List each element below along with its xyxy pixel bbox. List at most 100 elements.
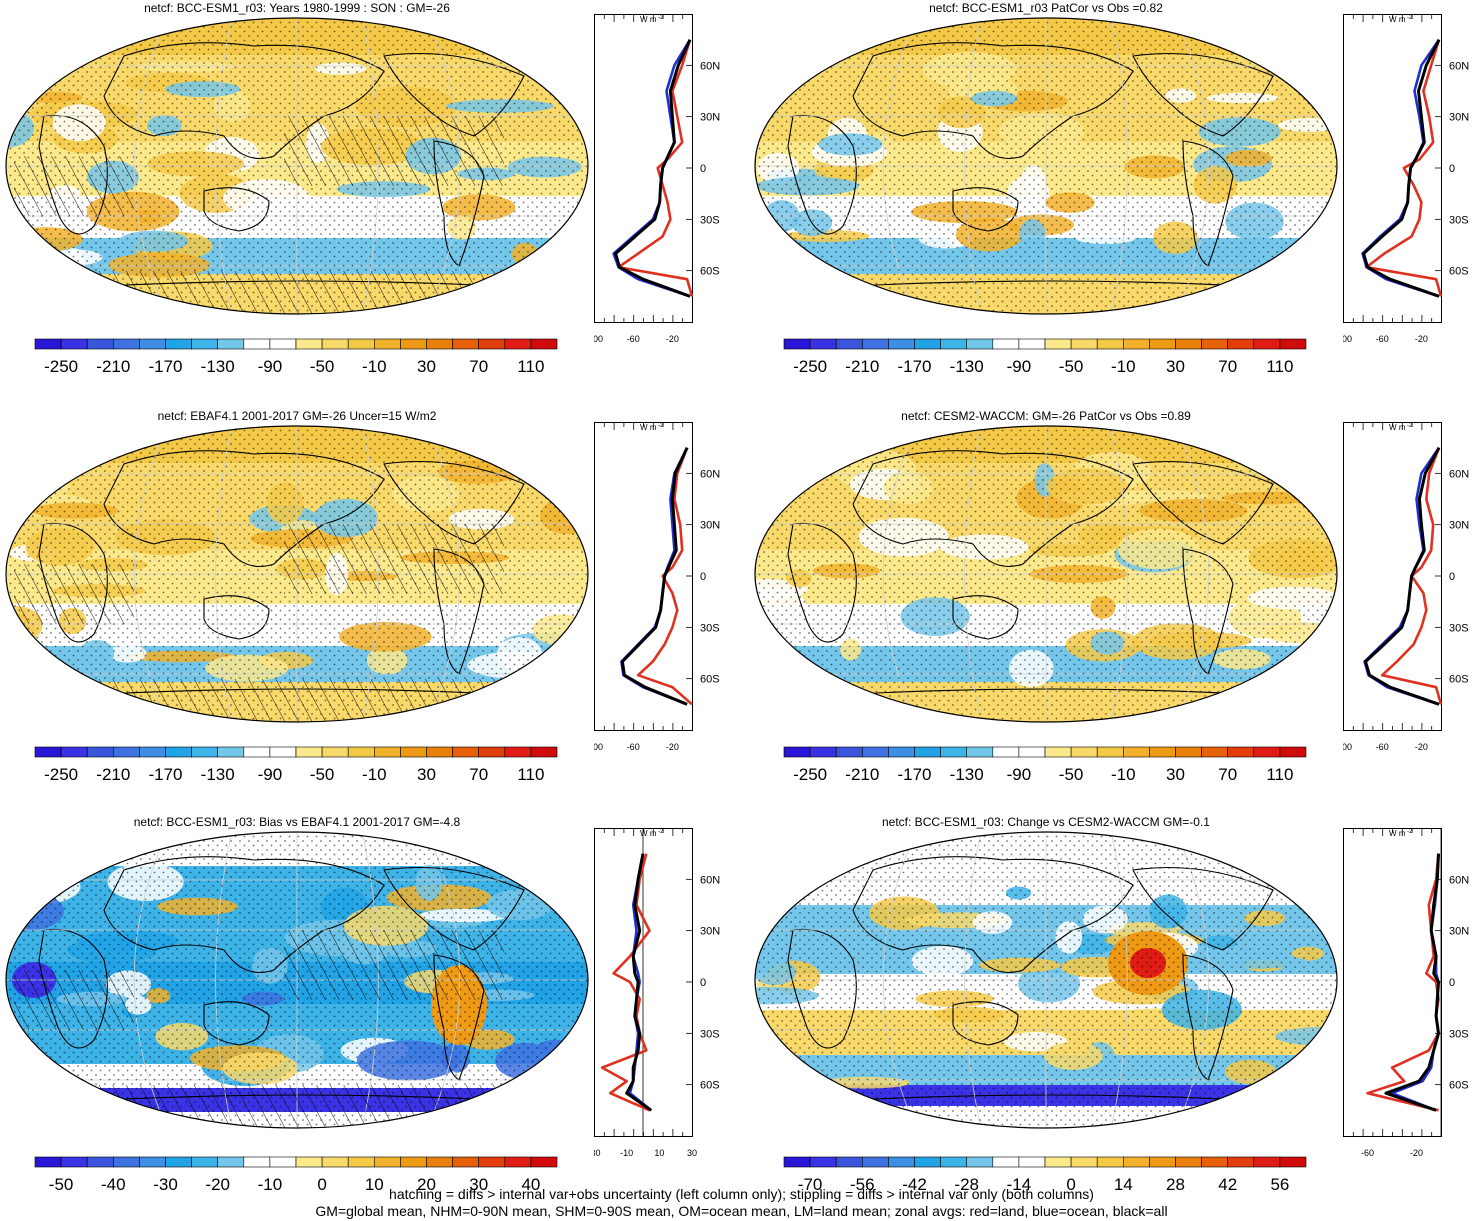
colorbar-label: 0 <box>317 1175 326 1194</box>
colorbar-label: -210 <box>845 357 879 376</box>
footer-line-2: GM=global mean, NHM=0-90N mean, SHM=0-90… <box>315 1203 1168 1219</box>
colorbar: -250-210-170-130-90-50-103070110150 <box>34 338 558 376</box>
lat-tick-label: 60S <box>1449 674 1469 686</box>
colorbar-swatch <box>1279 746 1307 758</box>
colorbar-swatch <box>862 746 889 758</box>
units-label: W m <box>1389 423 1406 432</box>
zonal-series-all <box>1384 853 1440 1112</box>
colorbar-label: -10 <box>362 765 387 784</box>
colorbar-label: -250 <box>793 357 827 376</box>
colorbar-swatch <box>478 746 506 758</box>
colorbar-swatch <box>1149 1156 1176 1168</box>
colorbar-label: -50 <box>1059 357 1084 376</box>
colorbar-swatch <box>809 746 837 758</box>
lat-tick-label: 30N <box>700 112 720 124</box>
colorbar-swatch <box>452 1156 480 1168</box>
colorbar-swatch <box>1070 1156 1098 1168</box>
colorbar-label: 42 <box>1218 1175 1237 1194</box>
lat-tick-label: 60S <box>700 674 720 686</box>
units-superscript: -2 <box>658 423 664 429</box>
colorbar-label: -14 <box>1007 1175 1032 1194</box>
colorbar-swatch <box>783 338 811 350</box>
colorbar: -70-56-42-28-1401428425670 <box>783 1156 1307 1194</box>
colorbar-label: -170 <box>148 357 182 376</box>
colorbar-swatch <box>426 1156 453 1168</box>
colorbar-swatch <box>504 338 532 350</box>
colorbar-swatch <box>86 746 114 758</box>
colorbar-swatch <box>60 746 88 758</box>
colorbar-label: -170 <box>148 765 182 784</box>
colorbar-swatch <box>530 338 558 350</box>
footer-line-1: hatching = diffs > internal var+obs unce… <box>389 1186 1094 1202</box>
colorbar-swatch <box>504 1156 532 1168</box>
colorbar-label: -250 <box>44 357 78 376</box>
lat-tick-label: 30N <box>1449 112 1469 124</box>
lat-tick-label: 60N <box>1449 60 1469 72</box>
colorbar-swatch <box>1018 746 1046 758</box>
colorbar-swatch <box>165 338 192 350</box>
colorbar: -50-40-30-20-1001020304050 <box>34 1156 558 1194</box>
x-tick-label: -60 <box>627 742 640 752</box>
colorbar-label: -130 <box>950 765 984 784</box>
colorbar-label: -90 <box>258 357 283 376</box>
colorbar: -250-210-170-130-90-50-103070110150 <box>783 338 1307 376</box>
zonal-series-all <box>625 853 653 1112</box>
colorbar-swatch <box>478 338 506 350</box>
colorbar-swatch <box>321 1156 349 1168</box>
colorbar-label: -42 <box>902 1175 927 1194</box>
zonal-average-plot: W m -2 60N 30N 0 30S 60S -60 -20 <box>1343 828 1469 1158</box>
colorbar-swatch <box>139 746 166 758</box>
colorbar-swatch <box>1096 338 1124 350</box>
colorbar-label: -130 <box>950 357 984 376</box>
lat-tick-label: 0 <box>700 163 706 175</box>
footer-notes: hatching = diffs > internal var+obs unce… <box>0 1186 1483 1220</box>
colorbar-label: -10 <box>1111 765 1136 784</box>
colorbar-swatch <box>452 338 480 350</box>
lat-tick-label: 60N <box>700 468 720 480</box>
colorbar-swatch <box>530 1156 558 1168</box>
colorbar-swatch <box>86 338 114 350</box>
colorbar-swatch <box>1096 1156 1124 1168</box>
units-label: W m <box>640 15 657 24</box>
lat-tick-label: 0 <box>1449 977 1455 989</box>
colorbar-swatch <box>835 746 863 758</box>
colorbar-swatch <box>113 746 140 758</box>
colorbar-swatch <box>1096 746 1124 758</box>
lat-tick-label: 30S <box>1449 1028 1469 1040</box>
colorbar-label: -10 <box>362 357 387 376</box>
colorbar-label: -130 <box>201 765 235 784</box>
colorbar-swatch <box>295 1156 323 1168</box>
colorbar-swatch <box>191 338 219 350</box>
lat-tick-label: 30N <box>700 926 720 938</box>
colorbar-swatch <box>478 1156 506 1168</box>
colorbar-swatch <box>1253 746 1281 758</box>
map-title: netcf: CESM2-WACCM: GM=-26 PatCor vs Obs… <box>901 409 1191 423</box>
colorbar-swatch <box>86 1156 114 1168</box>
zonal-average-plot: W m-2 60N 30N 0 30S 60S -100 -60 -20 <box>1343 14 1469 344</box>
colorbar-label: 70 <box>469 357 488 376</box>
colorbar-swatch <box>269 746 297 758</box>
colorbar-label: -10 <box>258 1175 283 1194</box>
colorbar-label: 70 <box>1218 357 1237 376</box>
zonal-series-land <box>600 853 651 1112</box>
zonal-series-all <box>1364 446 1441 706</box>
colorbar-label: 28 <box>1166 1175 1185 1194</box>
colorbar-swatch <box>60 1156 88 1168</box>
colorbar-swatch <box>835 338 863 350</box>
colorbar-label: 10 <box>365 1175 384 1194</box>
zonal-series-land <box>1365 39 1443 297</box>
zonal-series-all <box>1362 39 1441 298</box>
colorbar-label: -50 <box>49 1175 74 1194</box>
colorbar-label: -10 <box>1111 357 1136 376</box>
colorbar-swatch <box>217 1156 245 1168</box>
lat-tick-label: 30N <box>700 520 720 532</box>
colorbar-label: -50 <box>1059 765 1084 784</box>
colorbar-swatch <box>1044 1156 1072 1168</box>
lat-tick-label: 30S <box>700 622 720 634</box>
colorbar-swatch <box>243 746 271 758</box>
colorbar-swatch <box>165 1156 192 1168</box>
map-title: netcf: EBAF4.1 2001-2017 GM=-26 Uncer=15… <box>157 409 437 423</box>
colorbar-label: 30 <box>1166 765 1185 784</box>
colorbar-label: 30 <box>469 1175 488 1194</box>
colorbar-swatch <box>809 1156 837 1168</box>
